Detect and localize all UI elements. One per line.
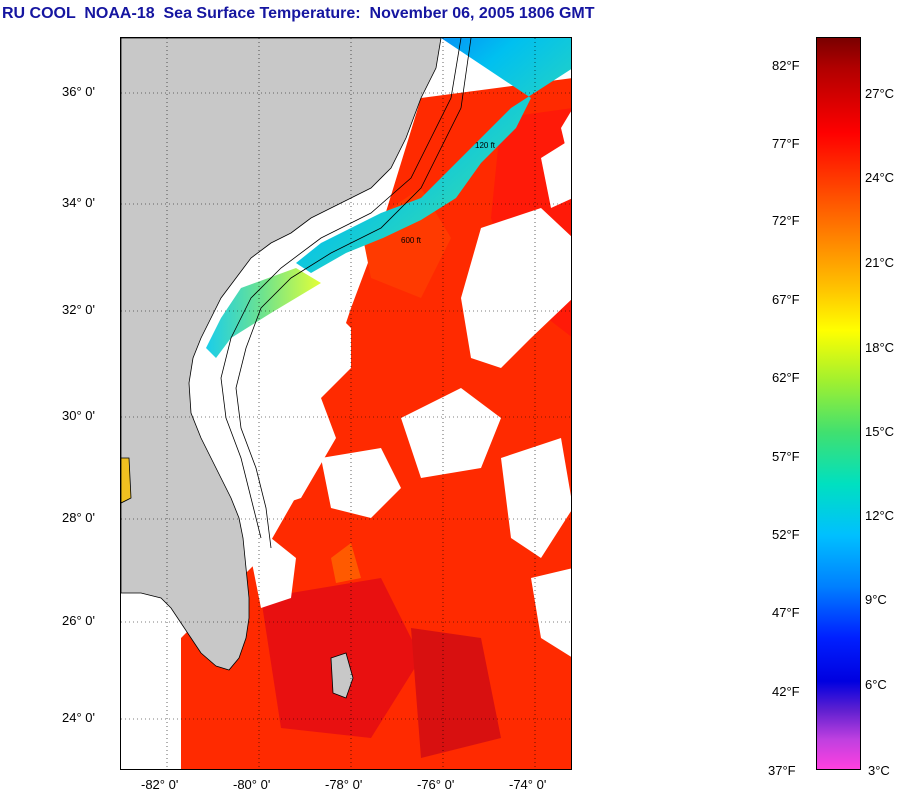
colorbar-f-42: 42°F xyxy=(772,684,800,699)
chart-title: RU COOL NOAA-18 Sea Surface Temperature:… xyxy=(2,5,595,22)
colorbar-f-37: 37°F xyxy=(768,763,796,778)
colorbar-c-27: 27°C xyxy=(865,86,895,101)
colorbar-c-21: 21°C xyxy=(865,255,895,270)
lat-label-26: 26° 0' xyxy=(62,613,95,628)
sst-map: 120 ft 600 ft xyxy=(120,37,572,770)
land xyxy=(121,38,442,699)
lat-label-30: 30° 0' xyxy=(62,408,95,423)
lon-label-82: -82° 0' xyxy=(141,777,179,792)
colorbar-c-12: 12°C xyxy=(865,508,895,523)
colorbar-f-67: 67°F xyxy=(772,292,800,307)
colorbar-c-18: 18°C xyxy=(865,340,895,355)
colorbar-f-57: 57°F xyxy=(772,449,800,464)
lon-label-78: -78° 0' xyxy=(325,777,363,792)
colorbar-c-24: 24°C xyxy=(865,170,895,185)
lat-label-32: 32° 0' xyxy=(62,302,95,317)
contour-label-600ft: 600 ft xyxy=(401,236,422,245)
sst-map-svg: 120 ft 600 ft xyxy=(121,38,571,769)
colorbar-f-77: 77°F xyxy=(772,136,800,151)
contour-label-120ft: 120 ft xyxy=(475,141,496,150)
colorbar-f-62: 62°F xyxy=(772,370,800,385)
colorbar-c-15: 15°C xyxy=(865,424,895,439)
colorbar-c-9: 9°C xyxy=(865,592,887,607)
sst-cool-coastal xyxy=(206,38,571,358)
lon-label-76: -76° 0' xyxy=(417,777,455,792)
lon-label-74: -74° 0' xyxy=(509,777,547,792)
colorbar-f-72: 72°F xyxy=(772,213,800,228)
graticule xyxy=(121,38,571,769)
lat-label-36: 36° 0' xyxy=(62,84,95,99)
depth-contours xyxy=(220,38,472,549)
colorbar-c-6: 6°C xyxy=(865,677,887,692)
colorbar-f-47: 47°F xyxy=(772,605,800,620)
colorbar-c-3: 3°C xyxy=(868,763,890,778)
colorbar-f-52: 52°F xyxy=(772,527,800,542)
lat-label-34: 34° 0' xyxy=(62,195,95,210)
colorbar-f-82: 82°F xyxy=(772,58,800,73)
lat-label-28: 28° 0' xyxy=(62,510,95,525)
cloud-cover xyxy=(251,111,571,657)
lon-label-80: -80° 0' xyxy=(233,777,271,792)
colorbar xyxy=(816,37,861,770)
lat-label-24: 24° 0' xyxy=(62,710,95,725)
